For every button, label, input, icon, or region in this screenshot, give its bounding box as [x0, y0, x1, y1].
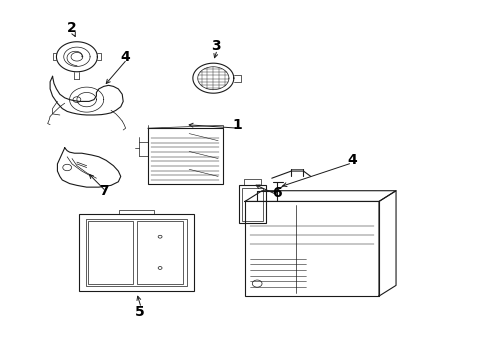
Text: 4: 4 [347, 153, 357, 167]
Bar [88, 221, 133, 284]
Bar [137, 221, 183, 284]
Text: 5: 5 [135, 305, 145, 319]
Bar [79, 214, 194, 291]
Text: 4: 4 [121, 50, 130, 64]
Text: 6: 6 [272, 185, 281, 199]
Bar [147, 128, 223, 184]
Bar [242, 188, 263, 221]
Text: 2: 2 [67, 21, 77, 35]
Bar [86, 219, 187, 286]
Text: 1: 1 [233, 118, 243, 132]
Text: 3: 3 [211, 39, 220, 53]
Bar [239, 185, 266, 223]
Text: 7: 7 [99, 184, 108, 198]
Bar [245, 202, 379, 296]
